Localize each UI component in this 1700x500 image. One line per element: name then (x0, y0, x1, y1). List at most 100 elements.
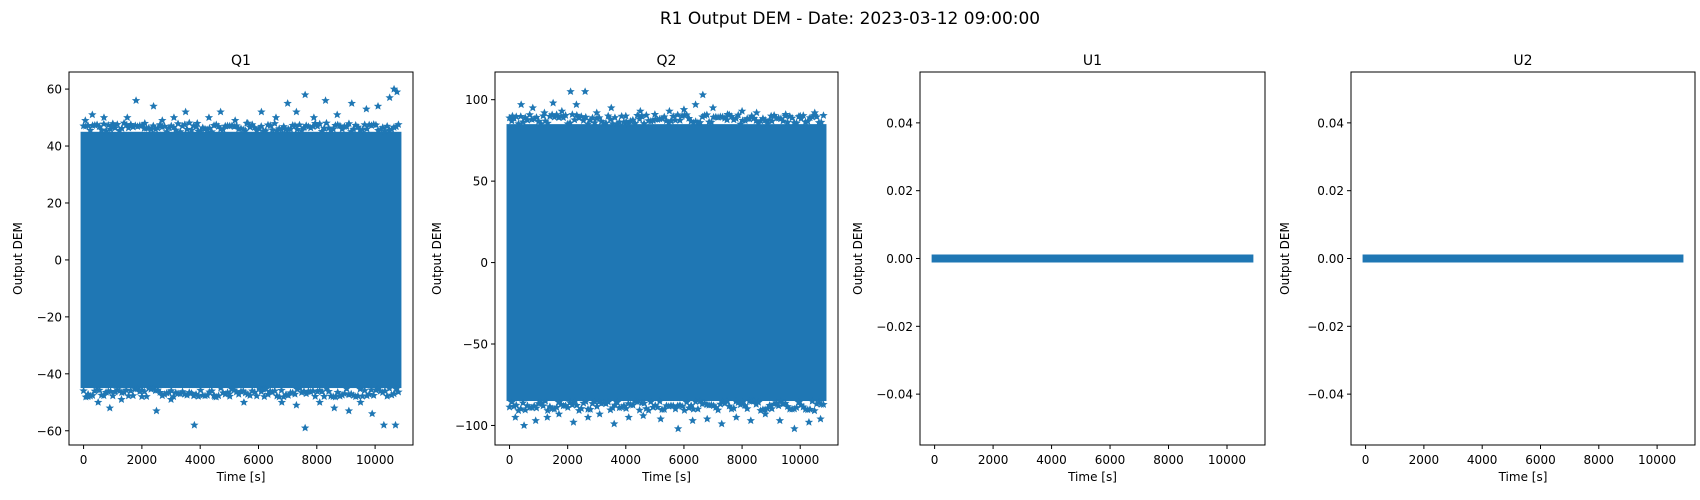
plot-area-q1 (79, 84, 403, 432)
subplot-title-u1: U1 (1083, 53, 1102, 69)
data-point-q1 (391, 420, 400, 429)
subplot-q1: 0 2000 4000 6000 8000 10000 −60 −40 −20 0 20 40 60 Q1… (11, 53, 414, 484)
x-tick-label-u1: 0 (931, 453, 939, 467)
y-tick-label-u1: −0.02 (876, 320, 913, 334)
y-tick-label-q1: −40 (37, 367, 62, 381)
data-point-q2 (572, 100, 581, 109)
x-tick-label-q2: 4000 (611, 453, 642, 467)
subplots: 0 2000 4000 6000 8000 10000−60−40−200204060Q1… (11, 53, 1696, 484)
y-tick-label-u1: 0.00 (886, 252, 913, 266)
subplot-q2: 0 2000 4000 6000 8000 10000 −100 −50 0 50 100 Q2 Tim… (430, 53, 839, 484)
data-point-q2 (519, 421, 529, 429)
data-point-q2 (609, 419, 619, 428)
x-tick-label-q1: 10000 (356, 453, 394, 467)
x-tick-label-u2: 0 (1362, 453, 1370, 467)
y-axis-label-q1: Output DEM (11, 222, 25, 295)
subplot-title-u2: U2 (1513, 53, 1532, 69)
x-tick-label-q1: 4000 (185, 453, 216, 467)
data-point-q1 (181, 107, 190, 116)
x-tick-label-q1: 6000 (243, 453, 274, 467)
data-point-q1 (152, 406, 161, 415)
x-tick-label-u1: 10000 (1208, 453, 1246, 467)
data-point-q1 (239, 398, 249, 406)
x-tick-label-u2: 10000 (1638, 453, 1676, 467)
data-point-q2 (790, 424, 799, 433)
x-tick-label-q2: 2000 (552, 453, 583, 467)
y-tick-label-u2: 0.00 (1317, 252, 1344, 266)
data-point-q2 (656, 414, 665, 423)
data-point-q2 (746, 416, 755, 425)
data-point-q1 (88, 110, 97, 119)
data-point-q2 (531, 416, 540, 425)
data-point-q1 (149, 101, 158, 110)
plot-area-u2 (1362, 254, 1684, 263)
x-tick-label-u1: 2000 (978, 453, 1009, 467)
x-tick-label-u2: 4000 (1467, 453, 1498, 467)
edge-point-q2 (635, 405, 644, 414)
y-tick-label-u2: 0.04 (1317, 116, 1344, 130)
data-point-q2 (543, 413, 552, 421)
x-tick-label-u2: 8000 (1584, 453, 1615, 467)
data-point-q2 (775, 416, 785, 425)
data-point-q2 (673, 424, 683, 433)
x-tick-label-u2: 2000 (1409, 453, 1440, 467)
data-point-q2 (639, 411, 648, 420)
series-band-q2 (506, 124, 827, 402)
x-tick-label-u1: 6000 (1095, 453, 1126, 467)
edge-point-q1 (322, 118, 331, 127)
data-point-q1 (292, 400, 301, 409)
data-point-q1 (93, 398, 103, 406)
data-point-q2 (665, 106, 674, 115)
y-tick-label-q2: 100 (465, 93, 488, 107)
x-tick-label-u1: 4000 (1036, 453, 1067, 467)
y-tick-label-q2: 50 (473, 175, 488, 189)
data-point-q1 (300, 423, 310, 432)
subplot-title-q2: Q2 (657, 53, 677, 69)
data-point-q2 (804, 417, 814, 426)
data-point-q1 (131, 96, 141, 104)
data-point-q1 (283, 99, 292, 107)
data-point-q1 (117, 395, 126, 403)
data-point-q2 (691, 100, 700, 109)
x-axis-label-q1: Time [s] (216, 470, 266, 484)
y-axis-label-u2: Output DEM (1278, 222, 1292, 295)
y-tick-label-u2: −0.02 (1307, 320, 1344, 334)
data-point-q2 (816, 414, 825, 423)
x-tick-label-q1: 2000 (127, 453, 158, 467)
data-point-q1 (105, 403, 115, 412)
series-line-u1 (931, 254, 1254, 263)
data-point-q2 (624, 413, 633, 421)
data-point-q1 (169, 113, 179, 122)
x-tick-label-u1: 8000 (1153, 453, 1184, 467)
data-point-q1 (99, 113, 109, 122)
data-point-q1 (367, 409, 377, 418)
data-point-q1 (204, 113, 214, 122)
data-point-q1 (190, 420, 199, 429)
y-axis-label-u1: Output DEM (851, 222, 865, 295)
x-tick-label-q2: 10000 (781, 453, 819, 467)
data-point-q1 (362, 104, 371, 113)
y-tick-label-q1: 0 (54, 253, 62, 267)
data-point-q1 (330, 403, 339, 412)
y-tick-label-q1: −20 (37, 310, 62, 324)
x-tick-label-q2: 6000 (669, 453, 700, 467)
data-point-q1 (373, 101, 383, 110)
data-point-q1 (292, 107, 301, 116)
data-point-q2 (702, 414, 712, 423)
y-axis-label-q2: Output DEM (430, 222, 444, 295)
data-point-q1 (385, 93, 394, 102)
data-point-q2 (528, 103, 537, 112)
data-point-q2 (708, 103, 718, 112)
y-tick-label-q1: −60 (37, 424, 62, 438)
data-point-q1 (379, 420, 389, 429)
x-axis-label-u1: Time [s] (1067, 470, 1117, 484)
x-axis-label-q2: Time [s] (641, 470, 691, 484)
x-tick-label-q1: 0 (80, 453, 88, 467)
data-point-q1 (347, 99, 356, 107)
data-point-q1 (271, 113, 281, 122)
data-point-q2 (548, 98, 558, 107)
data-point-q1 (300, 90, 310, 99)
data-point-q2 (511, 413, 520, 421)
data-point-q2 (732, 413, 741, 421)
y-tick-label-u2: −0.04 (1307, 388, 1344, 402)
